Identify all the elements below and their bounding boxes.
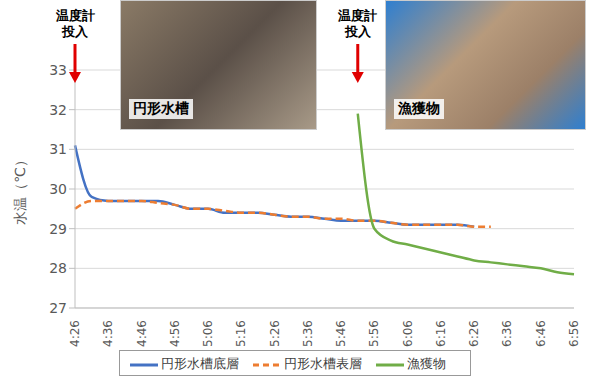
svg-text:温度計: 温度計: [55, 8, 95, 23]
svg-text:5:46: 5:46: [334, 320, 348, 347]
html-text:円形水槽表層: 円形水槽表層: [283, 356, 362, 371]
svg-text:6:36: 6:36: [500, 320, 514, 347]
svg-text:33: 33: [49, 62, 67, 78]
html-text:漁獲物: 漁獲物: [406, 356, 446, 371]
svg-text:5:36: 5:36: [301, 320, 315, 347]
svg-text:投入: 投入: [61, 24, 89, 39]
svg-text:6:46: 6:46: [534, 320, 548, 347]
svg-text:5:06: 5:06: [201, 320, 215, 347]
svg-text:28: 28: [49, 260, 67, 276]
svg-text:31: 31: [49, 141, 67, 157]
svg-text:5:56: 5:56: [367, 320, 381, 347]
svg-text:29: 29: [49, 221, 67, 237]
svg-text:6:06: 6:06: [401, 320, 415, 347]
html-text:円形水槽底層: 円形水槽底層: [160, 356, 239, 371]
html-text:漁獲物: 漁獲物: [398, 100, 440, 116]
svg-text:27: 27: [49, 300, 67, 316]
svg-text:水温（℃）: 水温（℃）: [12, 153, 28, 225]
svg-text:6:26: 6:26: [467, 320, 481, 347]
svg-text:4:36: 4:36: [101, 320, 115, 347]
svg-text:投入: 投入: [344, 24, 372, 39]
svg-text:4:56: 4:56: [168, 320, 182, 347]
html-text:円形水槽: 円形水槽: [133, 100, 189, 116]
svg-text:温度計: 温度計: [337, 8, 377, 23]
svg-text:5:16: 5:16: [234, 320, 248, 347]
svg-text:32: 32: [49, 102, 67, 118]
svg-text:4:46: 4:46: [135, 320, 149, 347]
svg-text:6:16: 6:16: [434, 320, 448, 347]
svg-text:5:26: 5:26: [268, 320, 282, 347]
svg-text:6:56: 6:56: [567, 320, 581, 347]
svg-text:4:26: 4:26: [68, 320, 82, 347]
svg-text:30: 30: [49, 181, 67, 197]
